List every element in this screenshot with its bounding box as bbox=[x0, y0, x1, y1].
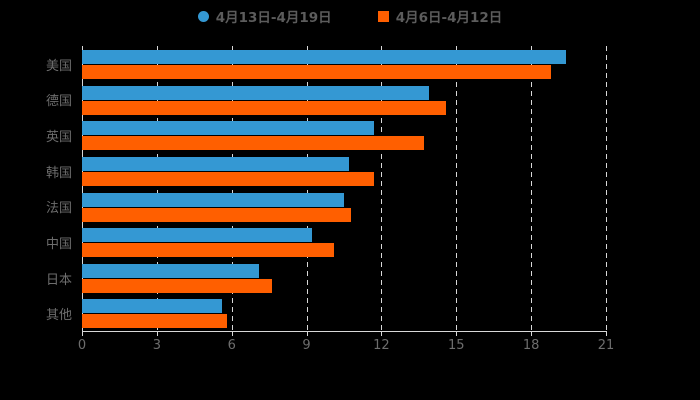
bar-英国-series-1[interactable] bbox=[82, 136, 424, 151]
grid-line bbox=[606, 46, 607, 331]
legend-marker-square-icon bbox=[377, 10, 389, 22]
bar-美国-series-0[interactable] bbox=[82, 50, 567, 64]
x-axis-tick bbox=[381, 331, 383, 336]
bar-其他-series-0[interactable] bbox=[82, 299, 222, 314]
x-axis-tick bbox=[531, 331, 533, 336]
legend-label-series-1: 4月6日-4月12日 bbox=[395, 10, 503, 26]
bar-中国-series-1[interactable] bbox=[82, 243, 335, 258]
legend-item-series-0[interactable]: 4月13日-4月19日 bbox=[197, 6, 332, 26]
x-axis-tick-label: 6 bbox=[227, 338, 236, 353]
x-axis-tick-label: 9 bbox=[302, 338, 311, 353]
bar-group bbox=[82, 84, 606, 120]
x-axis-tick bbox=[456, 331, 458, 336]
x-axis-tick bbox=[306, 331, 308, 336]
x-axis-tick-label: 3 bbox=[152, 338, 161, 353]
x-axis-tick bbox=[156, 331, 158, 336]
category-label-英国: 英国 bbox=[45, 130, 72, 146]
category-label-法国: 法国 bbox=[45, 201, 72, 217]
bar-group bbox=[82, 262, 606, 298]
bar-group bbox=[82, 48, 606, 84]
grid-line bbox=[531, 46, 533, 331]
bar-其他-series-1[interactable] bbox=[82, 314, 227, 329]
legend-label-series-0: 4月13日-4月19日 bbox=[215, 10, 332, 26]
bar-group bbox=[82, 155, 606, 191]
grid-line bbox=[156, 46, 158, 331]
x-axis-tick bbox=[231, 331, 233, 336]
bar-法国-series-0[interactable] bbox=[82, 192, 344, 207]
x-axis-tick bbox=[606, 331, 607, 336]
bar-韩国-series-0[interactable] bbox=[82, 156, 349, 171]
bar-德国-series-0[interactable] bbox=[82, 85, 429, 100]
grid-line bbox=[306, 46, 308, 331]
category-axis: 美国德国英国韩国法国中国日本其他 bbox=[0, 46, 82, 331]
grid-line bbox=[82, 46, 83, 331]
category-label-德国: 德国 bbox=[45, 94, 72, 110]
plot-area bbox=[82, 46, 607, 333]
x-axis-tick bbox=[82, 331, 83, 336]
legend-item-series-1[interactable]: 4月6日-4月12日 bbox=[377, 6, 503, 26]
bar-group bbox=[82, 191, 606, 227]
x-axis-tick-label: 12 bbox=[373, 338, 390, 353]
x-axis-tick-label: 18 bbox=[522, 338, 540, 353]
grid-line bbox=[231, 46, 233, 331]
category-label-韩国: 韩国 bbox=[45, 165, 72, 181]
bar-中国-series-0[interactable] bbox=[82, 228, 312, 243]
bar-group bbox=[82, 297, 606, 333]
x-axis-tick-label: 0 bbox=[77, 338, 87, 353]
x-axis-line bbox=[82, 331, 607, 332]
bar-英国-series-0[interactable] bbox=[82, 121, 374, 136]
x-axis-tick-label: 21 bbox=[597, 338, 615, 353]
category-label-美国: 美国 bbox=[45, 58, 72, 74]
bar-group bbox=[82, 119, 606, 155]
category-label-其他: 其他 bbox=[45, 308, 72, 324]
category-label-中国: 中国 bbox=[45, 236, 72, 252]
bar-法国-series-1[interactable] bbox=[82, 207, 352, 222]
grid-line bbox=[381, 46, 383, 331]
bar-group bbox=[82, 226, 606, 262]
grid-line bbox=[456, 46, 458, 331]
bar-日本-series-0[interactable] bbox=[82, 263, 260, 278]
x-axis-tick-label: 15 bbox=[448, 338, 465, 353]
legend-marker-circle-icon bbox=[197, 10, 209, 22]
bar-韩国-series-1[interactable] bbox=[82, 171, 374, 186]
bar-日本-series-1[interactable] bbox=[82, 278, 272, 293]
bar-美国-series-1[interactable] bbox=[82, 65, 552, 79]
bar-德国-series-1[interactable] bbox=[82, 100, 447, 115]
category-label-日本: 日本 bbox=[45, 272, 72, 288]
chart-legend: 4月13日-4月19日 4月6日-4月12日 bbox=[0, 6, 700, 26]
